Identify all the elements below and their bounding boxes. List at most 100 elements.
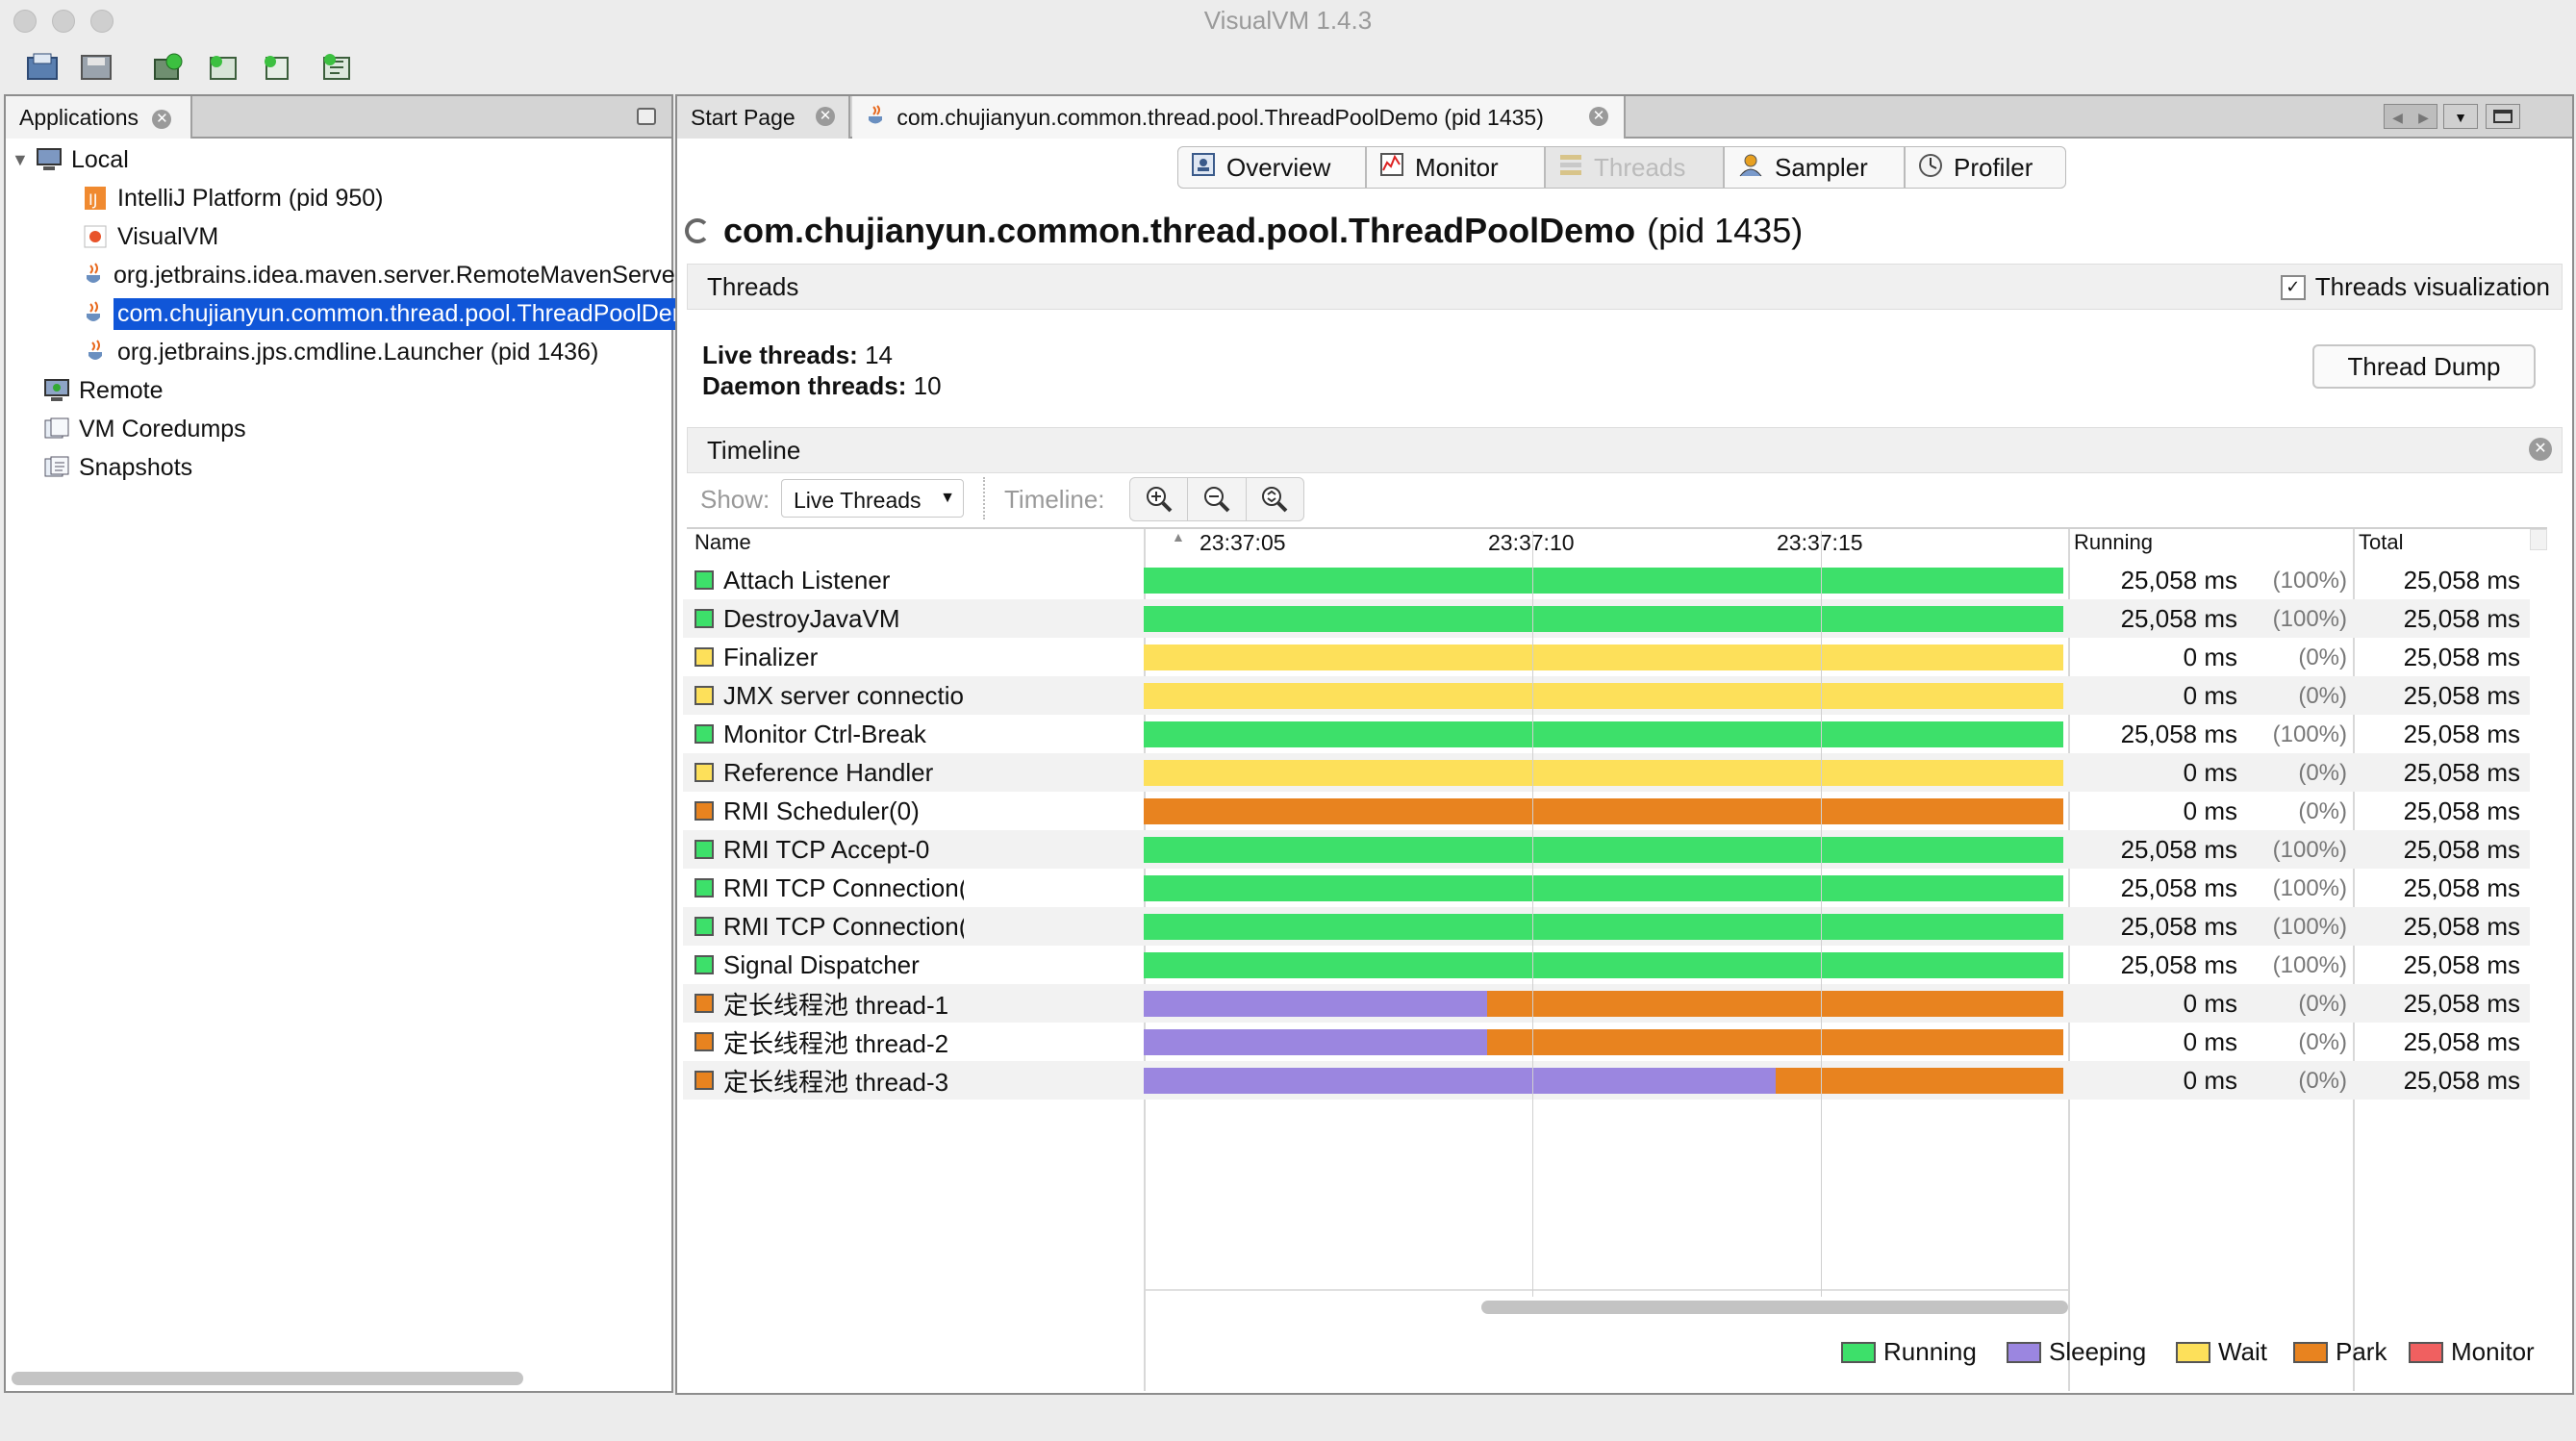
computer-icon bbox=[35, 145, 63, 174]
minimize-window-button[interactable] bbox=[52, 10, 75, 33]
thread-timeline-bar[interactable] bbox=[1144, 1068, 2063, 1094]
add-jmx-icon[interactable] bbox=[148, 48, 187, 87]
legend-swatch bbox=[1841, 1341, 1876, 1363]
threads-icon bbox=[1557, 151, 1584, 185]
daemon-threads-stat: Daemon threads: 10 bbox=[702, 371, 942, 401]
tab-start-page[interactable]: Start Page ✕ bbox=[677, 96, 850, 139]
column-header-running[interactable]: Running bbox=[2074, 530, 2153, 554]
close-tab-icon[interactable]: ✕ bbox=[816, 107, 835, 126]
tab-sampler[interactable]: Sampler bbox=[1724, 146, 1905, 189]
timeline-scrollbar[interactable] bbox=[1481, 1301, 2068, 1314]
tab-threadpooldemo[interactable]: com.chujianyun.common.thread.pool.Thread… bbox=[852, 96, 1626, 139]
thread-row[interactable]: RMI TCP Accept-0 25,058 ms (100%) 25,058 ms bbox=[683, 830, 2530, 869]
tab-monitor[interactable]: Monitor bbox=[1366, 146, 1545, 189]
thread-name-label: RMI Scheduler(0) bbox=[723, 796, 920, 825]
thread-timeline-bar[interactable] bbox=[1144, 991, 2063, 1017]
tree-node-app[interactable]: IJ IntelliJ Platform (pid 950) bbox=[12, 179, 666, 217]
threads-section-header: Threads ✓ Threads visualization bbox=[687, 264, 2563, 310]
thread-row[interactable]: DestroyJavaVM 25,058 ms (100%) 25,058 ms bbox=[683, 599, 2530, 638]
thread-state-icon bbox=[695, 609, 714, 628]
thread-row[interactable]: 定长线程池 thread-1 0 ms (0%) 25,058 ms bbox=[683, 984, 2530, 1023]
svg-text:IJ: IJ bbox=[88, 190, 97, 209]
open-icon[interactable] bbox=[23, 48, 62, 87]
zoom-in-icon[interactable] bbox=[1130, 478, 1189, 520]
thread-timeline-bar[interactable] bbox=[1144, 645, 2063, 670]
tree-node-app-selected[interactable]: com.chujianyun.common.thread.pool.Thread… bbox=[12, 294, 710, 333]
add-remote-icon[interactable] bbox=[317, 48, 356, 87]
close-timeline-icon[interactable]: ✕ bbox=[2529, 438, 2552, 461]
zoom-window-button[interactable] bbox=[90, 10, 114, 33]
tab-threads[interactable]: Threads bbox=[1545, 146, 1724, 189]
refresh-spinner-icon bbox=[685, 218, 710, 243]
thread-timeline-bar[interactable] bbox=[1144, 606, 2063, 632]
thread-row[interactable]: Signal Dispatcher 25,058 ms (100%) 25,058 m… bbox=[683, 946, 2530, 984]
close-window-button[interactable] bbox=[13, 10, 37, 33]
save-icon[interactable] bbox=[77, 48, 115, 87]
thread-timeline-bar[interactable] bbox=[1144, 1029, 2063, 1055]
close-tab-icon[interactable]: ✕ bbox=[1589, 107, 1608, 126]
thread-pct-cell: (0%) bbox=[2298, 1029, 2347, 1055]
close-tab-icon[interactable]: ✕ bbox=[152, 109, 172, 129]
thread-row[interactable]: Reference Handler 0 ms (0%) 25,058 ms bbox=[683, 753, 2530, 792]
timeline-segment-running bbox=[1144, 568, 2063, 594]
threads-visualization-toggle[interactable]: ✓ Threads visualization bbox=[2280, 272, 2550, 302]
thread-dump-button[interactable]: Thread Dump bbox=[2312, 344, 2536, 389]
thread-timeline-bar[interactable] bbox=[1144, 683, 2063, 709]
thread-timeline-bar[interactable] bbox=[1144, 721, 2063, 747]
column-chooser-icon[interactable] bbox=[2530, 529, 2547, 550]
horizontal-scrollbar[interactable] bbox=[12, 1372, 523, 1385]
thread-timeline-bar[interactable] bbox=[1144, 837, 2063, 863]
thread-timeline-bar[interactable] bbox=[1144, 914, 2063, 940]
tree-node-coredumps[interactable]: VM Coredumps bbox=[12, 410, 666, 448]
tree-node-app[interactable]: VisualVM bbox=[12, 217, 666, 256]
thread-row[interactable]: RMI TCP Connection(1)-192.168.86 25,058 m… bbox=[683, 869, 2530, 907]
tree-node-app[interactable]: org.jetbrains.idea.maven.server.RemoteMa… bbox=[12, 256, 683, 294]
thread-state-icon bbox=[695, 955, 714, 974]
tree-node-local[interactable]: ▼ Local bbox=[12, 140, 666, 179]
tab-list-dropdown-icon[interactable]: ▼ bbox=[2443, 104, 2478, 129]
thread-row[interactable]: Finalizer 0 ms (0%) 25,058 ms bbox=[683, 638, 2530, 676]
thread-name: Finalizer bbox=[695, 638, 964, 676]
thread-running-cell: 25,058 ms bbox=[2120, 720, 2237, 748]
tab-profiler[interactable]: Profiler bbox=[1905, 146, 2066, 189]
heap-dump-icon[interactable] bbox=[204, 48, 242, 87]
thread-timeline-bar[interactable] bbox=[1144, 875, 2063, 901]
maximize-icon[interactable] bbox=[2486, 104, 2520, 129]
thread-dump-icon[interactable] bbox=[258, 48, 296, 87]
scroll-right-icon[interactable]: ▶ bbox=[2418, 110, 2429, 125]
thread-row[interactable]: 定长线程池 thread-2 0 ms (0%) 25,058 ms bbox=[683, 1023, 2530, 1061]
thread-timeline-bar[interactable] bbox=[1144, 568, 2063, 594]
thread-row[interactable]: RMI Scheduler(0) 0 ms (0%) 25,058 ms bbox=[683, 792, 2530, 830]
thread-name-label: 定长线程池 thread-2 bbox=[723, 1028, 949, 1058]
thread-row[interactable]: RMI TCP Connection(2)-192.168.86 25,058 m… bbox=[683, 907, 2530, 946]
zoom-out-icon[interactable] bbox=[1188, 478, 1247, 520]
minimize-panel-icon[interactable] bbox=[637, 108, 656, 125]
tab-applications[interactable]: Applications ✕ bbox=[6, 96, 192, 139]
show-threads-select[interactable]: Live Threads ▼ bbox=[781, 479, 964, 518]
column-header-total[interactable]: Total bbox=[2359, 530, 2404, 554]
thread-row[interactable]: Attach Listener 25,058 ms (100%) 25,058 ms bbox=[683, 561, 2530, 599]
column-header-name[interactable]: Name bbox=[695, 530, 751, 554]
expand-arrow-icon[interactable]: ▼ bbox=[12, 149, 29, 169]
thread-row[interactable]: 定长线程池 thread-3 0 ms (0%) 25,058 ms bbox=[683, 1061, 2530, 1100]
checkbox-checked-icon[interactable]: ✓ bbox=[2280, 274, 2306, 300]
thread-timeline-bar[interactable] bbox=[1144, 952, 2063, 978]
tab-overview-label: Overview bbox=[1226, 152, 1331, 182]
thread-row[interactable]: Monitor Ctrl-Break 25,058 ms (100%) 25,058 … bbox=[683, 715, 2530, 753]
tree-node-remote[interactable]: Remote bbox=[12, 371, 666, 410]
zoom-fit-icon[interactable] bbox=[1247, 478, 1303, 520]
table-header-divider bbox=[687, 527, 2547, 529]
thread-pct-cell: (0%) bbox=[2298, 683, 2347, 709]
tree-node-snapshots[interactable]: Snapshots bbox=[12, 448, 666, 487]
thread-row[interactable]: JMX server connection timeout 17 0 ms (0%)… bbox=[683, 676, 2530, 715]
thread-state-icon bbox=[695, 878, 714, 897]
legend-swatch bbox=[2293, 1341, 2328, 1363]
scroll-left-icon[interactable]: ◀ bbox=[2392, 110, 2403, 125]
thread-running-cell: 25,058 ms bbox=[2120, 912, 2237, 941]
timeline-segment-sleeping bbox=[1144, 991, 1487, 1017]
time-tick: 23:37:10 bbox=[1488, 530, 1575, 555]
tree-node-app[interactable]: org.jetbrains.jps.cmdline.Launcher (pid … bbox=[12, 333, 666, 371]
thread-timeline-bar[interactable] bbox=[1144, 760, 2063, 786]
tab-overview[interactable]: Overview bbox=[1177, 146, 1366, 189]
thread-timeline-bar[interactable] bbox=[1144, 798, 2063, 824]
